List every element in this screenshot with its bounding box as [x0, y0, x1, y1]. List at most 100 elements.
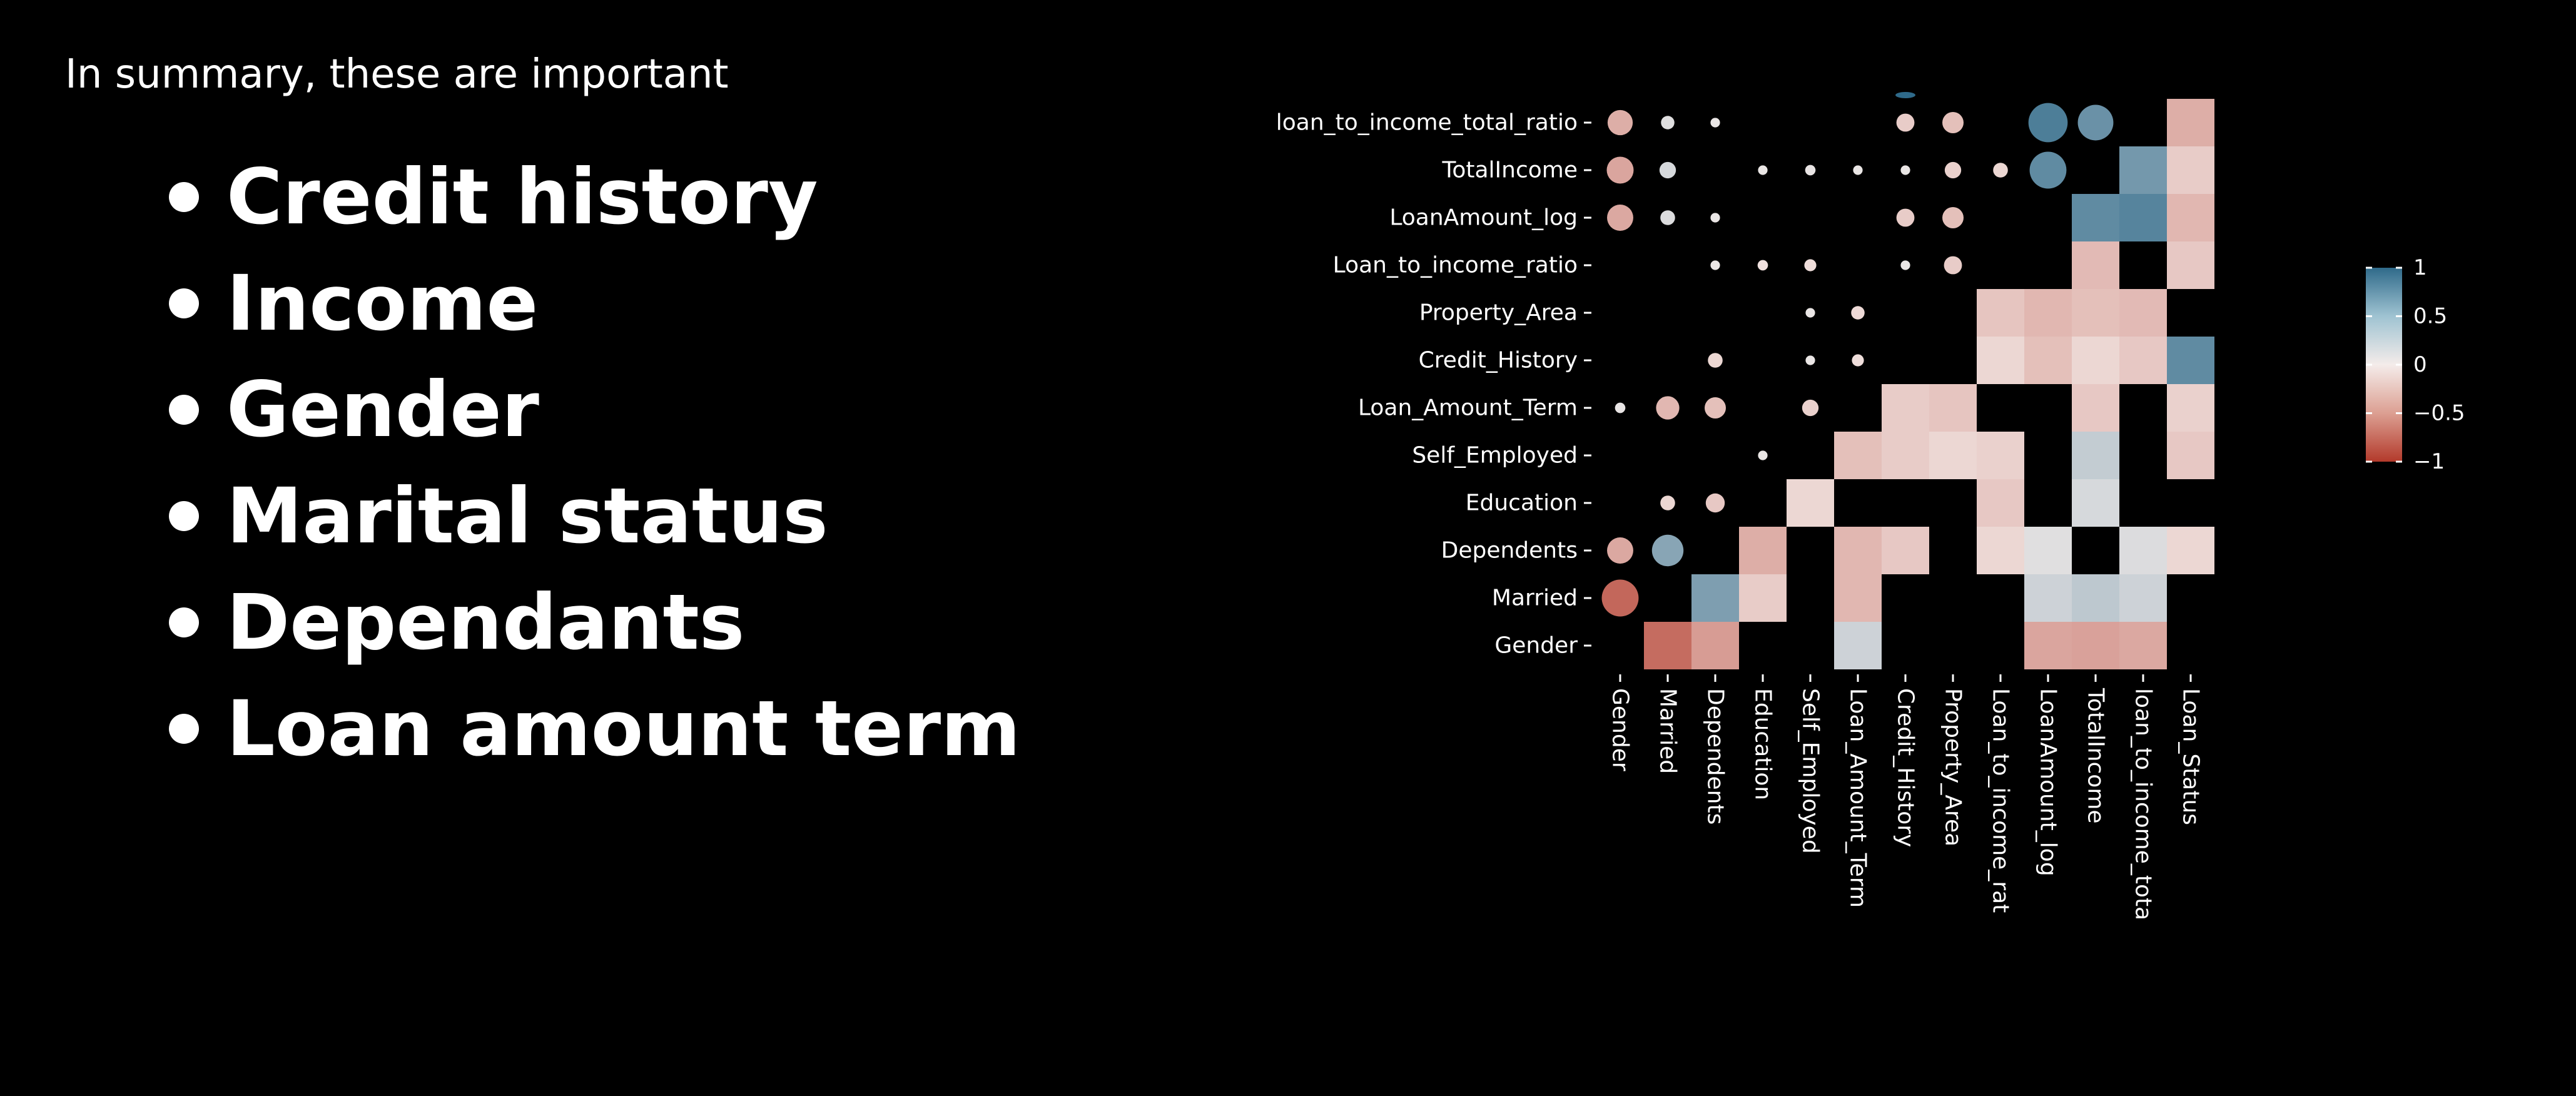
bullet-text: Dependants	[226, 578, 745, 667]
colorbar: 1 0.5 0 −0.5 −1	[2366, 255, 2465, 474]
correlation-circle	[1651, 534, 1684, 567]
row-label: Loan_Amount_Term	[1358, 395, 1578, 421]
column-label: Dependents	[1703, 688, 1728, 825]
correlation-circle	[1656, 396, 1680, 420]
correlation-square	[2072, 289, 2119, 337]
correlation-circle	[1758, 165, 1768, 175]
row-label: Credit_History	[1419, 348, 1578, 373]
colorbar-tick-label: 0	[2413, 352, 2427, 377]
row-label: Gender	[1494, 633, 1578, 659]
correlation-square	[2072, 432, 2119, 479]
correlation-circle	[2077, 104, 2114, 141]
correlation-square	[2024, 622, 2072, 669]
bullet-dot	[169, 607, 199, 637]
bullet-text: Loan amount term	[226, 684, 1021, 773]
correlation-square	[2072, 384, 2119, 432]
correlation-circle	[1758, 450, 1768, 460]
correlation-square	[2024, 574, 2072, 622]
correlation-circle	[1660, 495, 1675, 510]
bullet-item: Gender	[169, 357, 1020, 463]
bullet-dot	[169, 395, 199, 425]
bullet-list: Credit history Income Gender Marital sta…	[169, 144, 1020, 782]
correlation-circle	[1606, 156, 1634, 184]
column-label: Loan_Status	[2178, 688, 2204, 825]
correlation-circle	[1660, 210, 1675, 225]
correlation-square	[2119, 622, 2167, 669]
correlation-square	[1739, 574, 1787, 622]
correlation-square	[1977, 432, 2024, 479]
bullet-text: Marital status	[226, 472, 828, 561]
correlation-square	[2119, 574, 2167, 622]
column-label: Credit_History	[1893, 688, 1919, 847]
correlation-plot: loan_to_income_total_ratio TotalIncome Loa…	[1276, 92, 2465, 920]
correlation-square	[1882, 527, 1929, 574]
correlation-circle	[1710, 213, 1720, 223]
correlation-circle	[1804, 259, 1817, 271]
correlation-square	[1834, 574, 1882, 622]
correlation-square	[2024, 337, 2072, 384]
correlation-square	[2072, 622, 2119, 669]
bullet-dot	[169, 288, 199, 318]
column-label: TotalIncome	[2083, 688, 2109, 824]
correlation-square	[2167, 241, 2214, 289]
column-labels: Gender Married Dependents Education Self_Emp…	[1608, 674, 2204, 920]
bullet-item: Credit history	[169, 144, 1020, 250]
correlation-square	[1644, 622, 1691, 669]
slide-title: In summary, these are important	[65, 51, 729, 98]
bullet-dot	[169, 501, 199, 531]
row-label: Self_Employed	[1412, 443, 1578, 469]
column-label: Married	[1655, 688, 1681, 774]
correlation-square	[2072, 337, 2119, 384]
correlation-square	[1691, 574, 1739, 622]
row-label: Dependents	[1441, 538, 1578, 564]
correlation-circle	[1900, 260, 1910, 270]
colorbar-tick-label: −1	[2413, 449, 2445, 474]
correlation-square	[1834, 527, 1882, 574]
bullet-text: Gender	[226, 365, 539, 454]
correlation-square	[1691, 622, 1739, 669]
correlation-square	[1977, 479, 2024, 527]
correlation-circle	[2028, 103, 2068, 143]
correlation-square	[2167, 432, 2214, 479]
correlation-cells	[1601, 92, 2214, 669]
correlation-square	[2167, 99, 2214, 146]
correlation-square	[2119, 146, 2167, 194]
correlation-circle	[1607, 205, 1633, 231]
correlation-circle	[1607, 537, 1633, 564]
correlation-circle	[1601, 579, 1639, 617]
bullet-item: Income	[169, 250, 1020, 357]
correlation-circle	[1944, 161, 1962, 179]
row-label: Married	[1492, 586, 1578, 611]
correlation-circle	[1615, 402, 1626, 414]
correlation-square	[2072, 479, 2119, 527]
correlation-circle	[1852, 354, 1864, 367]
correlation-circle	[1708, 353, 1723, 368]
row-labels: loan_to_income_total_ratio TotalIncome Loa…	[1276, 110, 1591, 659]
correlation-square	[2119, 337, 2167, 384]
bullet-item: Loan amount term	[169, 676, 1020, 782]
correlation-circle	[1900, 165, 1910, 175]
correlation-circle	[1710, 260, 1720, 270]
correlation-square	[2119, 194, 2167, 241]
correlation-square	[2072, 574, 2119, 622]
correlation-square	[2024, 289, 2072, 337]
bullet-dot	[169, 714, 199, 744]
correlation-circle	[1805, 355, 1815, 365]
correlation-square	[2167, 384, 2214, 432]
correlation-circle	[1710, 118, 1720, 128]
row-label: TotalIncome	[1441, 158, 1578, 183]
bullet-dot	[169, 182, 199, 212]
bullet-item: Dependants	[169, 569, 1020, 676]
correlation-circle	[1851, 306, 1865, 320]
column-label: Self_Employed	[1798, 688, 1823, 854]
row-label: Loan_to_income_ratio	[1333, 253, 1578, 278]
correlation-circle	[1607, 109, 1633, 136]
correlation-square	[1882, 432, 1929, 479]
column-label: Loan_to_income_rat	[1988, 688, 2014, 913]
row-label: LoanAmount_log	[1389, 205, 1578, 231]
column-label: Property_Area	[1940, 688, 1966, 846]
column-label: loan_to_income_tota	[2131, 688, 2156, 920]
correlation-square	[2072, 194, 2119, 241]
correlation-square	[1929, 384, 1977, 432]
row-label: Property_Area	[1419, 300, 1578, 326]
